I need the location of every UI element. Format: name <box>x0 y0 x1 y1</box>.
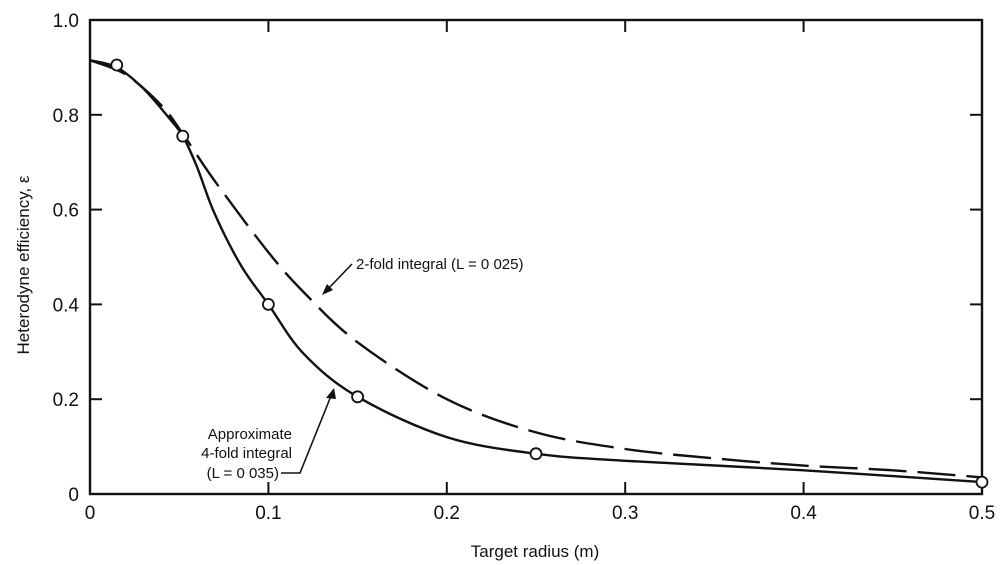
annotation-four-fold-leader <box>281 395 332 474</box>
y-tick-label: 1.0 <box>53 11 79 32</box>
x-tick-label: 0.4 <box>790 503 817 524</box>
x-tick-label: 0.5 <box>969 503 995 524</box>
y-tick-label: 0.8 <box>53 106 79 127</box>
x-axis-title: Target radius (m) <box>471 542 599 561</box>
annotation-two-fold: 2-fold integral (L = 0 025) <box>322 256 523 295</box>
annotation-four-fold: Approximate 4-fold integral (L = 0 035) <box>201 388 336 482</box>
series-line-four-fold-solid <box>89 59 983 484</box>
y-axis-title: Heterodyne efficiency, ε <box>14 175 33 354</box>
y-tick-label: 0.2 <box>53 390 79 411</box>
x-tick-label: 0.1 <box>255 503 281 524</box>
annotation-four-fold-line2: 4-fold integral <box>201 445 292 462</box>
annotation-four-fold-line3: (L = 0 035) <box>207 465 279 482</box>
y-tick-label: 0 <box>68 485 79 506</box>
data-point-marker <box>975 475 989 489</box>
series-layer <box>89 59 983 484</box>
annotation-four-fold-line1: Approximate <box>208 426 292 443</box>
plot-frame <box>88 18 984 496</box>
series-line-two-fold-dashed <box>89 59 983 479</box>
x-tick-label: 0.3 <box>612 503 638 524</box>
markers <box>110 58 989 489</box>
y-tick-label: 0.4 <box>53 295 80 316</box>
data-point-marker <box>110 58 124 72</box>
annotation-two-fold-text: 2-fold integral (L = 0 025) <box>356 256 523 273</box>
annotation-two-fold-arrowhead <box>322 284 333 295</box>
data-point-marker <box>351 390 365 404</box>
annotation-two-fold-leader <box>327 263 353 290</box>
axes: 0 0.1 0.2 0.3 0.4 0.5 0 0.2 0.4 0.6 0.8 1.0 <box>53 11 996 524</box>
x-tick-label: 0 <box>85 503 96 524</box>
y-tick-label: 0.6 <box>53 201 79 222</box>
data-point-marker <box>261 297 275 311</box>
x-tick-label: 0.2 <box>434 503 460 524</box>
data-point-marker <box>529 447 543 461</box>
annotation-four-fold-arrowhead <box>326 388 336 399</box>
data-point-marker <box>176 129 190 143</box>
